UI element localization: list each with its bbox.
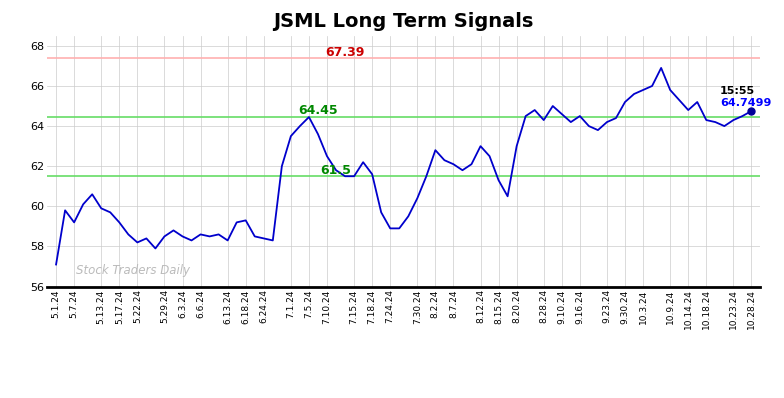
Text: 67.39: 67.39	[325, 46, 365, 59]
Title: JSML Long Term Signals: JSML Long Term Signals	[274, 12, 534, 31]
Text: 15:55: 15:55	[720, 86, 755, 96]
Text: 61.5: 61.5	[321, 164, 351, 177]
Text: 64.45: 64.45	[298, 104, 338, 117]
Text: 64.7499: 64.7499	[720, 98, 771, 108]
Text: Stock Traders Daily: Stock Traders Daily	[75, 263, 190, 277]
